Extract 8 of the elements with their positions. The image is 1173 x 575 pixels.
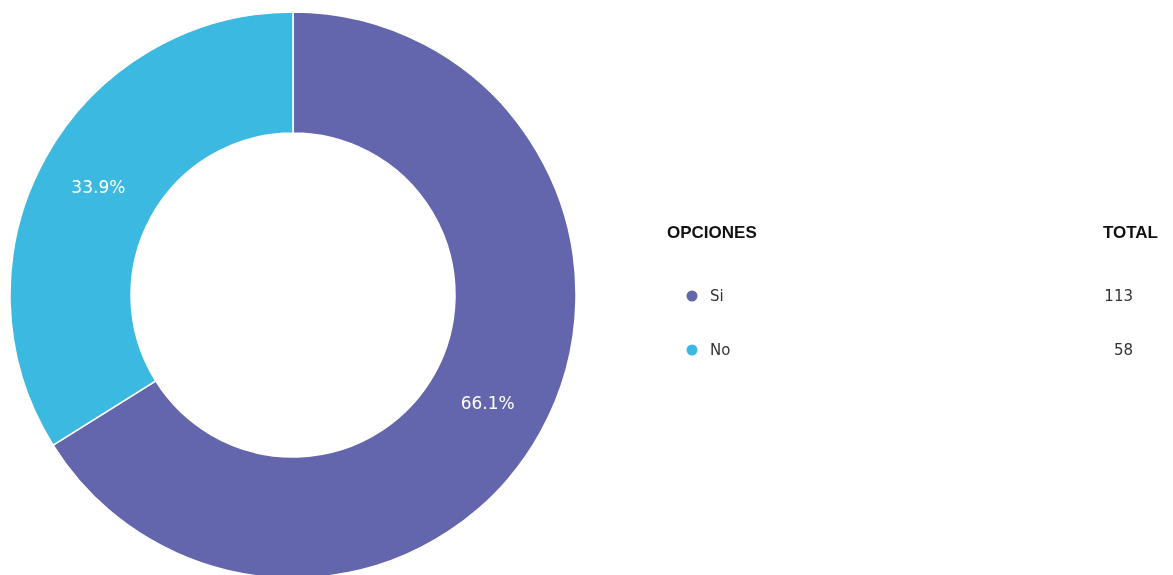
data-label: 33.9% [71,177,126,198]
data-label: 66.1% [460,392,515,413]
legend-label: No [710,341,731,359]
legend-label: Si [710,287,724,305]
text: TOTAL [1102,223,1158,242]
text: 113 [1104,287,1133,305]
legend-title: OPCIONES [667,223,757,242]
text: 58 [1113,341,1133,359]
